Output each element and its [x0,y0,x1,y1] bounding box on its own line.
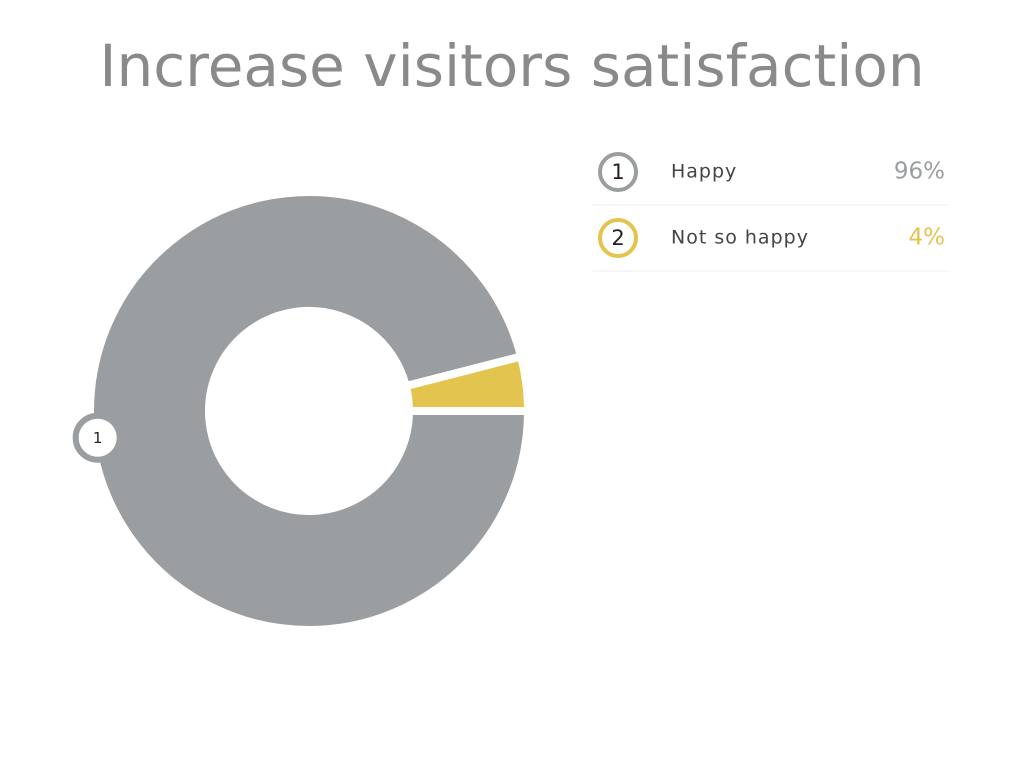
slice-marker-label: 1 [93,429,103,447]
legend-value: 4% [909,225,946,251]
legend-marker-label: 2 [611,226,624,250]
legend-marker [598,218,638,258]
slice-marker [72,412,123,463]
donut-slice [400,351,533,415]
legend-value: 96% [894,159,945,185]
chart-title: Increase visitors satisfaction [99,32,924,100]
legend-marker-label: 1 [611,160,624,184]
donut-slice [86,188,533,634]
legend-label: Not so happy [671,227,809,249]
legend-marker [598,152,638,192]
legend-label: Happy [671,161,737,183]
